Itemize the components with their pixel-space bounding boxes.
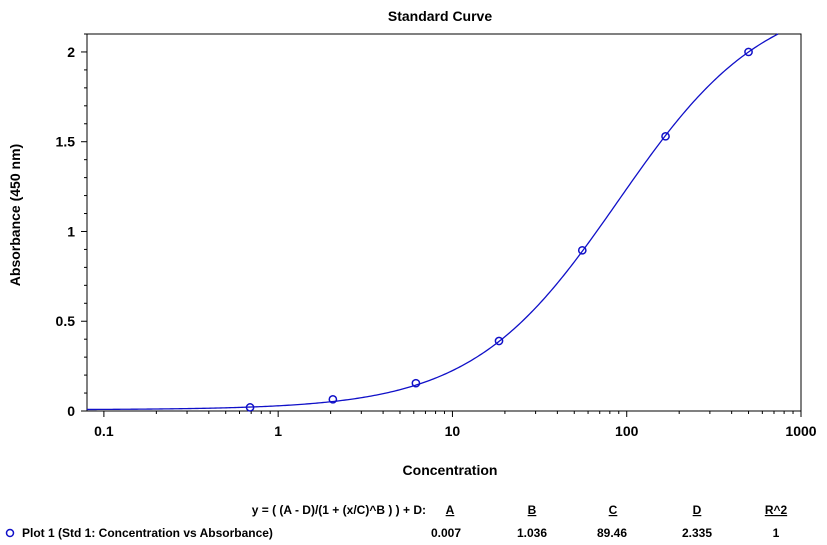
fit-value-b: 1.036 — [517, 526, 547, 540]
fit-value-r2: 1 — [773, 526, 780, 540]
data-points-layer — [245, 47, 753, 412]
y-tick-label: 0.5 — [56, 313, 76, 329]
fit-header-b: B — [528, 503, 537, 517]
x-tick-label: 1000 — [785, 423, 816, 439]
y-tick-label: 1.5 — [56, 134, 76, 150]
fit-curve — [87, 33, 779, 411]
y-tick-label: 0 — [67, 403, 75, 419]
data-point — [494, 336, 504, 346]
fit-value-c: 89.46 — [597, 526, 627, 540]
chart-title: Standard Curve — [388, 8, 492, 24]
data-point — [744, 47, 753, 57]
x-tick-label: 100 — [615, 423, 639, 439]
y-tick-label: 1 — [67, 223, 75, 239]
x-axis-ticks: 0.1 1 10 100 1000 — [94, 411, 817, 439]
data-point — [411, 378, 421, 388]
fit-header-r2: R^2 — [765, 503, 788, 517]
legend-series-name: Plot 1 (Std 1: Concentration vs Absorban… — [22, 526, 273, 540]
x-axis-label: Concentration — [403, 462, 498, 478]
fit-equation: y = ( (A - D)/(1 + (x/C)^B ) ) + D: — [252, 503, 426, 517]
data-point — [661, 131, 670, 141]
fit-header-a: A — [446, 503, 455, 517]
data-point — [328, 394, 338, 404]
fit-value-d: 2.335 — [682, 526, 712, 540]
plot-area-frame — [86, 33, 802, 412]
fit-curve-layer — [87, 33, 779, 411]
y-tick-label: 2 — [67, 44, 75, 60]
x-tick-label: 10 — [445, 423, 461, 439]
legend-marker-icon — [5, 528, 15, 538]
y-axis-ticks: 0 0.5 1 1.5 2 — [56, 33, 87, 419]
fit-value-a: 0.007 — [431, 526, 461, 540]
data-point — [577, 245, 587, 255]
fit-header-c: C — [609, 503, 618, 517]
x-tick-label: 1 — [274, 423, 282, 439]
x-tick-label: 0.1 — [94, 423, 114, 439]
data-point — [245, 403, 255, 412]
fit-legend: y = ( (A - D)/(1 + (x/C)^B ) ) + D: A B … — [5, 503, 788, 540]
y-axis-label: Absorbance (450 nm) — [7, 144, 23, 286]
fit-header-d: D — [693, 503, 702, 517]
